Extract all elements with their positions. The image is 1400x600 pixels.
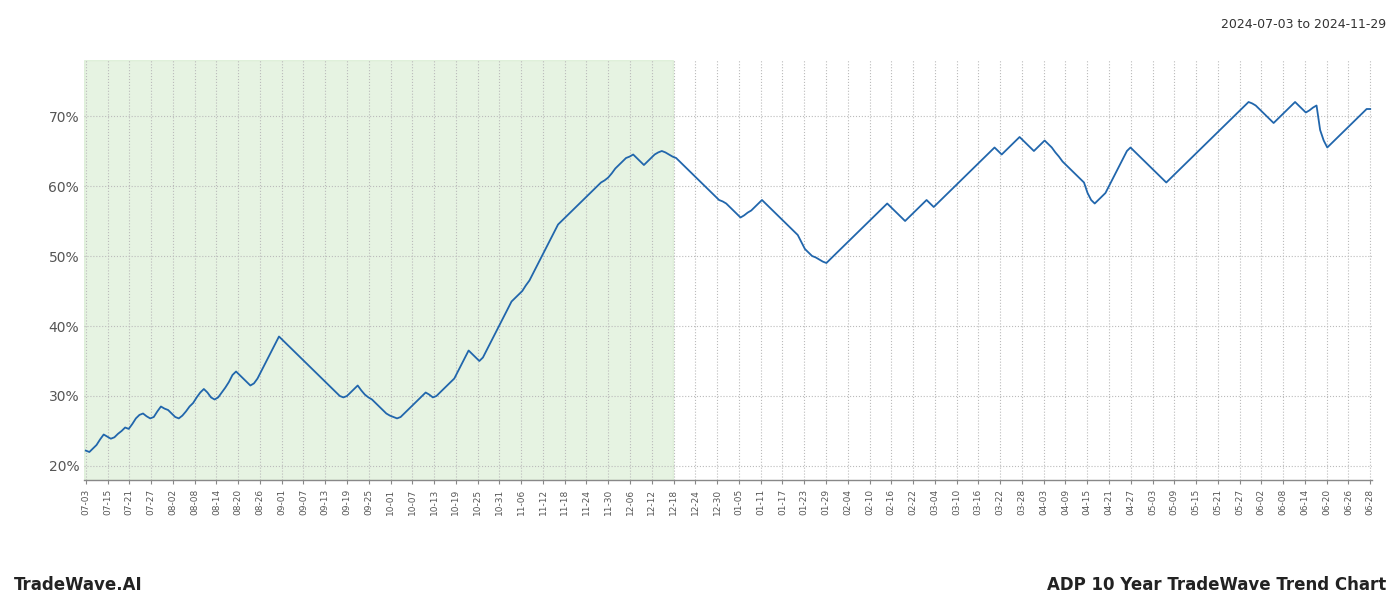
Bar [84, 60, 672, 480]
Text: TradeWave.AI: TradeWave.AI [14, 576, 143, 594]
Text: ADP 10 Year TradeWave Trend Chart: ADP 10 Year TradeWave Trend Chart [1047, 576, 1386, 594]
Text: 2024-07-03 to 2024-11-29: 2024-07-03 to 2024-11-29 [1221, 18, 1386, 31]
